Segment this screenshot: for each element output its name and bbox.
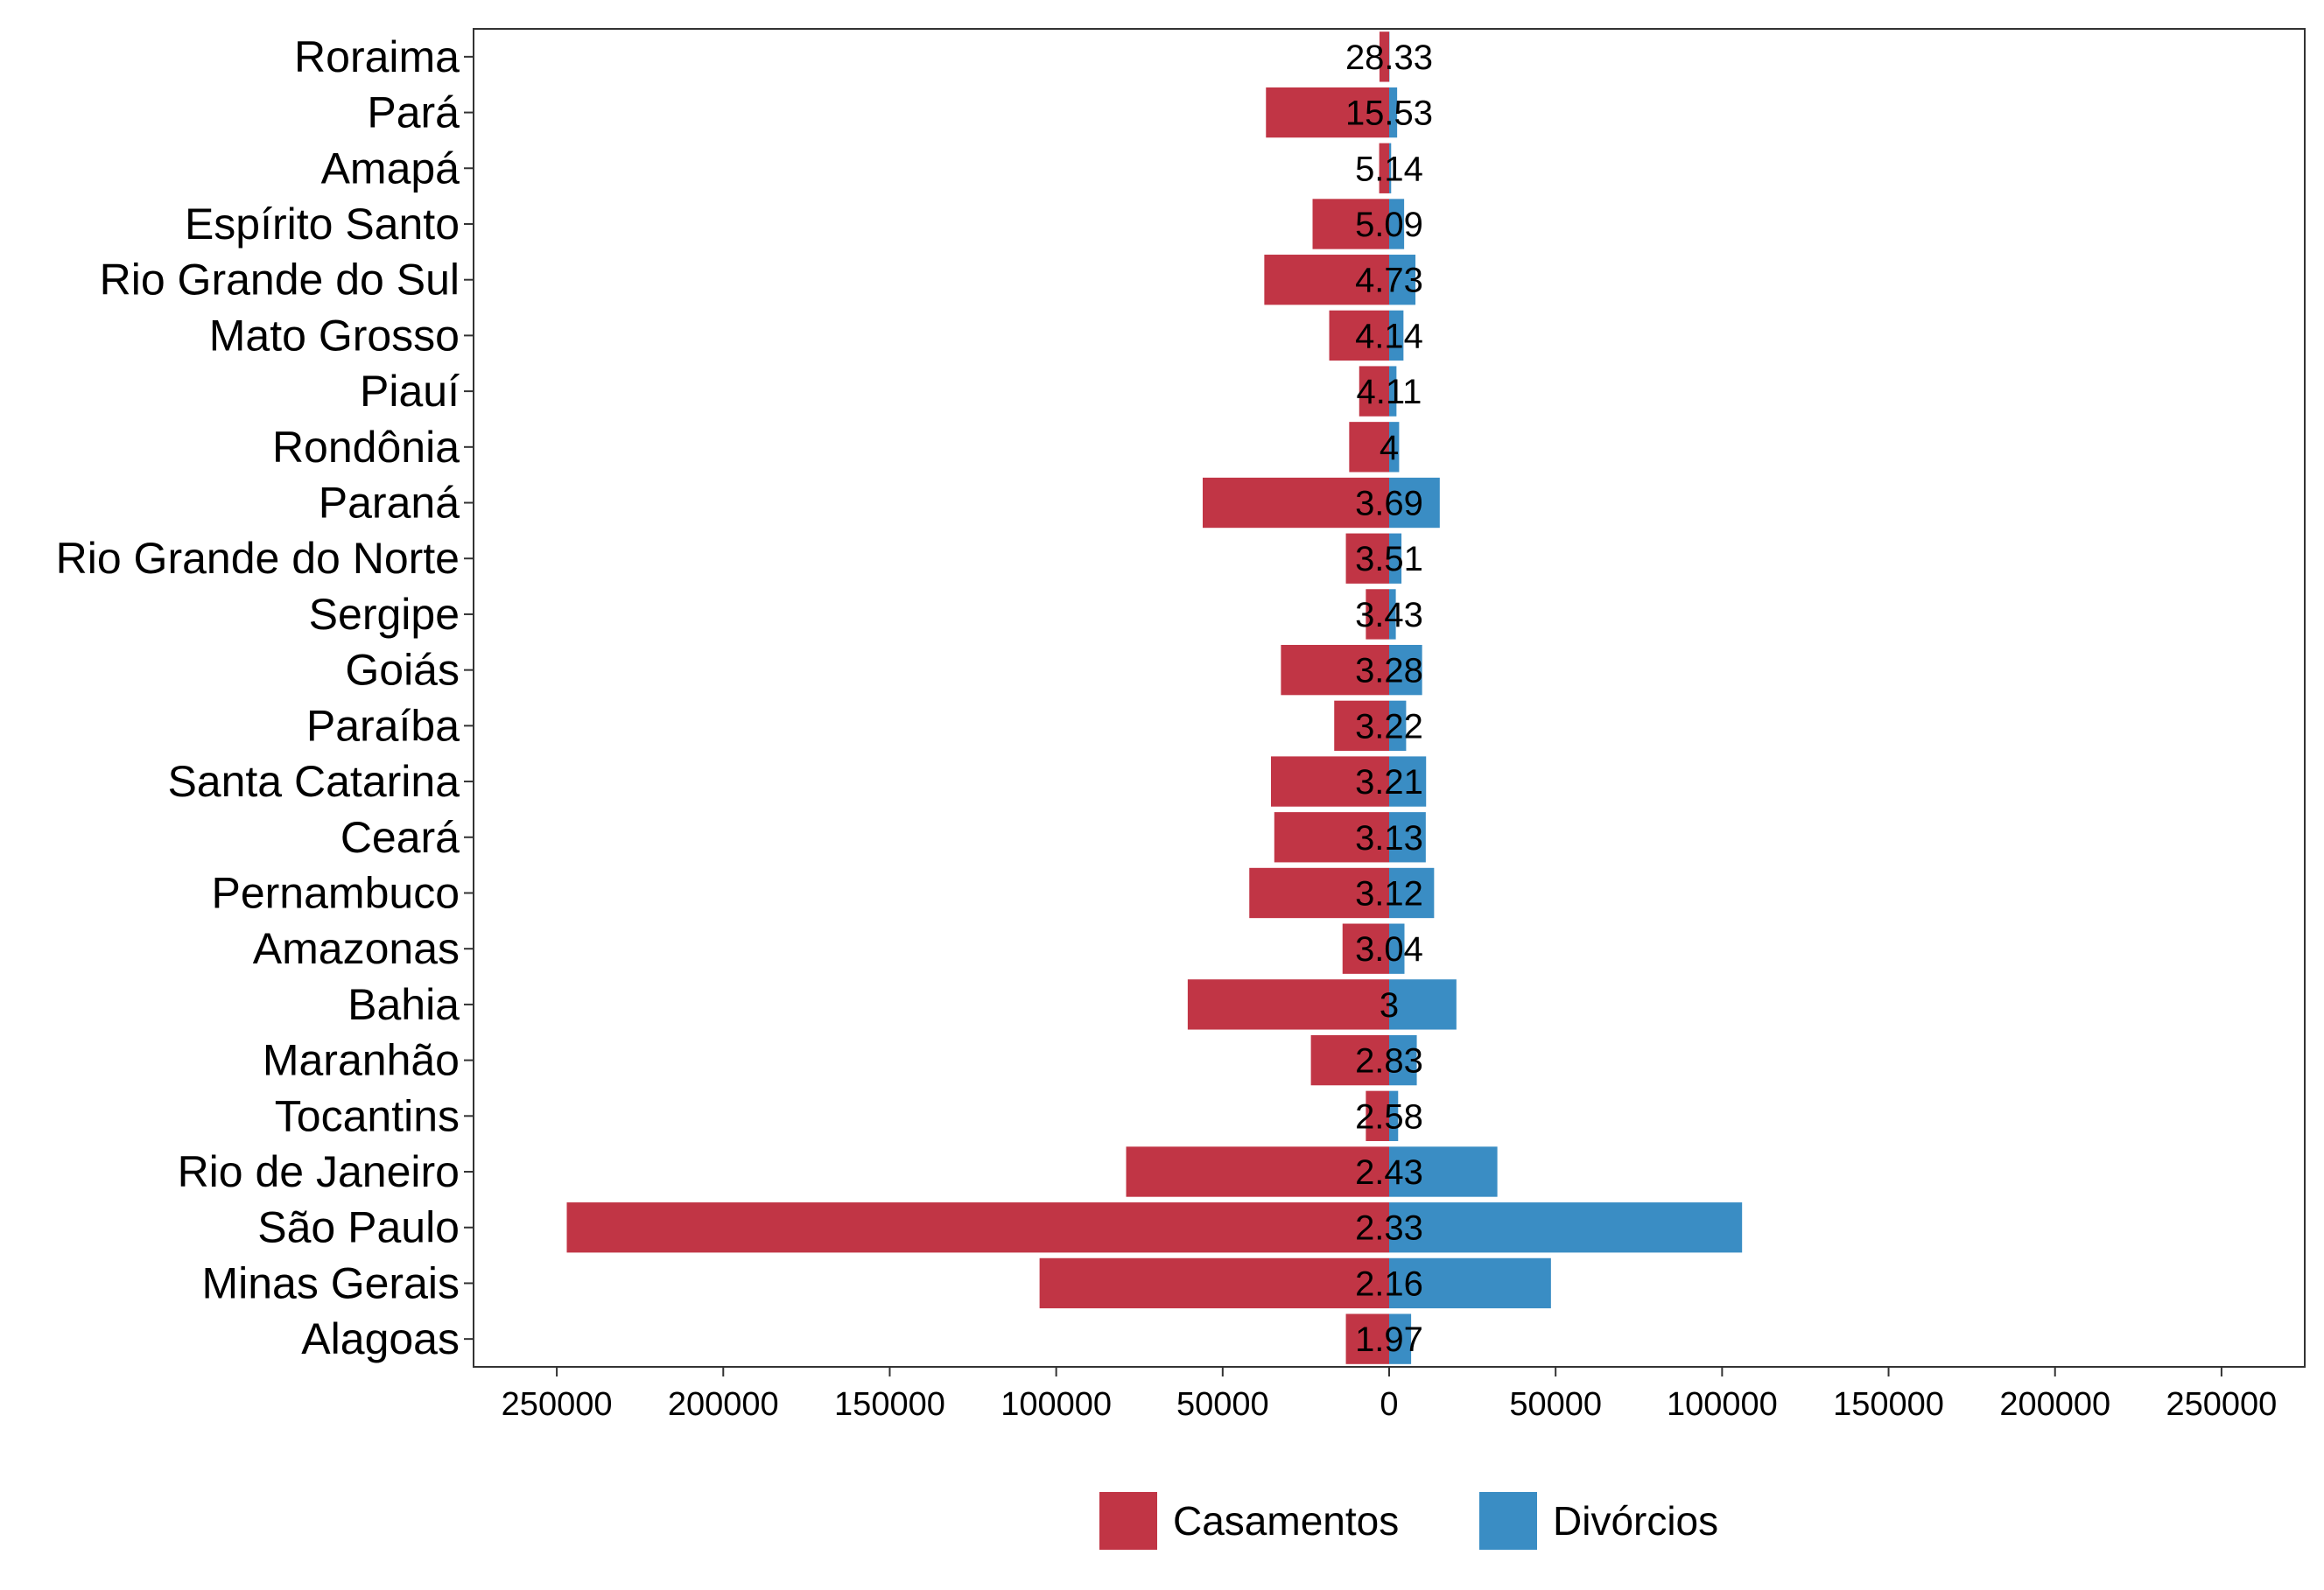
value-label: 3.04 xyxy=(1355,930,1423,969)
x-tick-label: 0 xyxy=(1380,1386,1398,1423)
x-axis: 250000 200000 150000 100000 50000 0 50000 10000… xyxy=(502,1367,2278,1423)
value-label: 2.58 xyxy=(1355,1097,1423,1136)
value-label: 28.33 xyxy=(1345,39,1433,77)
value-label: 3.28 xyxy=(1355,652,1423,690)
legend-key-divorcios xyxy=(1479,1492,1537,1550)
bars-layer xyxy=(567,32,1743,1364)
bar-casamentos xyxy=(1040,1258,1389,1308)
y-tick-label: Roraima xyxy=(294,32,460,81)
y-tick-label: Rio de Janeiro xyxy=(178,1147,460,1196)
x-tick-label: 50000 xyxy=(1176,1386,1269,1423)
value-labels-layer: 28.33 15.53 5.14 5.09 4.73 4.14 4.11 4 3.69 3.51 3… xyxy=(1345,39,1433,1359)
bar-casamentos xyxy=(1188,979,1389,1029)
x-tick-label: 200000 xyxy=(668,1386,779,1423)
x-tick-label: 150000 xyxy=(1833,1386,1944,1423)
y-tick-label: Amapá xyxy=(321,144,460,193)
y-tick-label: Goiás xyxy=(345,646,460,695)
value-label: 4.14 xyxy=(1355,317,1423,355)
x-tick-label: 250000 xyxy=(502,1386,613,1423)
bar-casamentos xyxy=(1127,1146,1389,1196)
y-tick-label: Tocantins xyxy=(275,1091,460,1140)
bar-divorcios xyxy=(1389,1202,1742,1252)
y-tick-label: Piauí xyxy=(360,367,460,416)
value-label: 3.43 xyxy=(1355,596,1423,634)
value-label: 2.16 xyxy=(1355,1264,1423,1303)
y-tick-label: Pará xyxy=(367,88,460,137)
value-label: 3.21 xyxy=(1355,763,1423,802)
x-tick-label: 200000 xyxy=(1999,1386,2110,1423)
legend-key-casamentos xyxy=(1099,1492,1157,1550)
y-tick-label: Amazonas xyxy=(253,924,460,973)
y-tick-label: Santa Catarina xyxy=(167,757,460,806)
legend: Casamentos Divórcios xyxy=(1099,1492,1718,1550)
value-label: 4 xyxy=(1380,429,1399,467)
y-tick-label: Paraíba xyxy=(306,701,460,750)
y-tick-label: Mato Grosso xyxy=(209,311,460,360)
x-tick-label: 250000 xyxy=(2166,1386,2278,1423)
x-tick-label: 50000 xyxy=(1509,1386,1602,1423)
y-tick-label: Bahia xyxy=(348,980,460,1029)
y-tick-label: Rio Grande do Sul xyxy=(100,256,460,305)
value-label: 3.69 xyxy=(1355,485,1423,523)
x-tick-label: 100000 xyxy=(1667,1386,1778,1423)
value-label: 3 xyxy=(1380,986,1399,1025)
bar-casamentos xyxy=(567,1202,1389,1252)
y-tick-label: Paraná xyxy=(319,479,460,528)
y-tick-label: Minas Gerais xyxy=(201,1258,460,1307)
y-tick-label: Ceará xyxy=(341,813,460,862)
value-label: 15.53 xyxy=(1345,95,1433,133)
legend-label-casamentos: Casamentos xyxy=(1173,1498,1399,1544)
y-tick-label: São Paulo xyxy=(257,1203,460,1252)
value-label: 3.13 xyxy=(1355,819,1423,858)
bar-divorcios xyxy=(1389,979,1457,1029)
value-label: 5.14 xyxy=(1355,150,1423,188)
y-tick-label: Sergipe xyxy=(309,590,460,639)
y-tick-label: Maranhão xyxy=(263,1036,460,1085)
x-tick-label: 150000 xyxy=(834,1386,945,1423)
value-label: 3.12 xyxy=(1355,874,1423,913)
x-tick-label: 100000 xyxy=(1001,1386,1112,1423)
y-tick-label: Alagoas xyxy=(301,1314,460,1363)
y-tick-label: Rio Grande do Norte xyxy=(56,534,460,583)
legend-label-divorcios: Divórcios xyxy=(1553,1498,1718,1544)
value-label: 3.51 xyxy=(1355,540,1423,578)
value-label: 1.97 xyxy=(1355,1320,1423,1359)
value-label: 2.43 xyxy=(1355,1153,1423,1192)
value-label: 4.73 xyxy=(1355,262,1423,300)
value-label: 2.83 xyxy=(1355,1042,1423,1081)
value-label: 5.09 xyxy=(1355,206,1423,244)
y-tick-label: Pernambuco xyxy=(212,868,460,917)
value-label: 4.11 xyxy=(1357,373,1422,411)
value-label: 2.33 xyxy=(1355,1209,1423,1248)
y-tick-label: Rondônia xyxy=(272,423,460,472)
value-label: 3.22 xyxy=(1355,707,1423,746)
y-tick-label: Espírito Santo xyxy=(185,200,460,249)
y-axis: Roraima Pará Amapá Espírito Santo Rio Grande… xyxy=(56,32,474,1363)
